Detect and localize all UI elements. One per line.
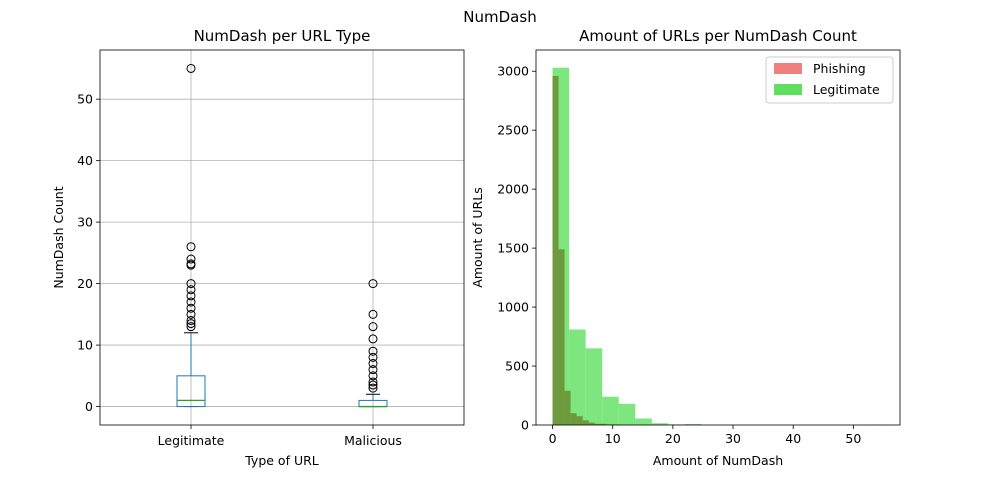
histogram-y-tick-label: 500 xyxy=(505,359,529,374)
histogram-bar-legitimate xyxy=(651,423,669,425)
box-outlier-malicious xyxy=(368,279,378,289)
histogram-bar-overlap xyxy=(582,420,589,425)
histogram-frame xyxy=(535,49,901,426)
box-plot-y-ticks: 0 10 20 30 40 50 xyxy=(77,92,100,414)
histogram-x-tick-label: 20 xyxy=(665,431,681,446)
box-plot-y-tick-label: 30 xyxy=(77,215,93,230)
legend-label-legitimate: Legitimate xyxy=(813,82,880,97)
box-outlier-malicious xyxy=(368,380,378,390)
histogram-bar-overlap xyxy=(558,249,565,425)
histogram-bar-overlap xyxy=(594,423,601,425)
box-outlier-malicious xyxy=(368,334,378,344)
histogram-y-tick-label: 0 xyxy=(521,418,529,433)
box-plot-y-label: NumDash Count xyxy=(51,186,66,288)
box-outlier-legitimate xyxy=(186,303,196,313)
box-outlier-malicious xyxy=(368,346,378,356)
box-plot-y-tick-label: 40 xyxy=(77,153,93,168)
histogram-bar-legitimate xyxy=(635,418,652,425)
box-plot-frame xyxy=(99,49,465,426)
box-outlier-legitimate xyxy=(186,279,196,289)
histogram-x-tick-label: 0 xyxy=(549,431,557,446)
box-outlier-malicious xyxy=(368,365,378,375)
legend-swatch-phishing xyxy=(774,63,802,74)
box-outlier-malicious xyxy=(368,371,378,381)
histogram-bar-overlap xyxy=(600,423,607,425)
histogram-bar-overlap xyxy=(576,416,583,425)
box-outlier-legitimate xyxy=(186,259,196,269)
box-outlier-malicious xyxy=(368,377,378,387)
histogram-x-tick-label: 50 xyxy=(845,431,861,446)
box-outlier-legitimate xyxy=(186,291,196,301)
box-outlier-legitimate xyxy=(186,254,196,264)
histogram-x-ticks: 0 10 20 30 40 50 xyxy=(549,425,861,446)
histogram-bar-legitimate xyxy=(602,396,619,425)
box-plot-x-label: Type of URL xyxy=(244,453,319,468)
box-plot-y-tick-label: 50 xyxy=(77,92,93,107)
box-plot-chart: NumDash per URL Type 0 10 20 30 40 50 Legitim… xyxy=(51,27,465,468)
box-outlier-malicious xyxy=(368,352,378,362)
histogram-x-tick-label: 30 xyxy=(725,431,741,446)
box-outlier-malicious xyxy=(368,309,378,319)
histogram-x-label: Amount of NumDash xyxy=(653,453,783,468)
histogram-bar-legitimate xyxy=(618,403,636,425)
histogram-title: Amount of URLs per NumDash Count xyxy=(579,27,857,45)
histogram-y-tick-label: 1500 xyxy=(497,241,529,256)
box-outlier-legitimate xyxy=(186,297,196,307)
histogram-y-tick-label: 1000 xyxy=(497,300,529,315)
legend-label-phishing: Phishing xyxy=(813,61,866,76)
histogram-bars xyxy=(552,67,884,426)
box-plot-marks xyxy=(176,63,388,408)
box-outlier-legitimate xyxy=(186,319,196,329)
histogram-bar-legitimate xyxy=(585,348,603,425)
histogram-x-tick-label: 10 xyxy=(605,431,621,446)
histogram-y-tick-label: 3000 xyxy=(497,64,529,79)
histogram-y-ticks: 0 500 1000 1500 2000 2500 3000 xyxy=(497,64,536,433)
histogram-chart: Amount of URLs per NumDash Count 0500100… xyxy=(470,27,901,468)
histogram-bar-overlap xyxy=(564,390,571,425)
box-iqr-legitimate xyxy=(176,375,206,408)
figure-title: NumDash xyxy=(463,8,536,26)
box-outlier-legitimate xyxy=(186,309,196,319)
box-outlier-legitimate xyxy=(186,285,196,295)
legend-swatch-legitimate xyxy=(774,84,802,95)
histogram-bar-legitimate xyxy=(569,329,586,425)
box-plot-x-ticks: Legitimate Malicious xyxy=(158,425,402,448)
histogram-x-tick-label: 40 xyxy=(785,431,801,446)
histogram-bar-legitimate xyxy=(684,424,702,425)
histogram-y-tick-label: 2000 xyxy=(497,182,529,197)
box-outlier-malicious xyxy=(368,359,378,369)
histogram-bar-overlap xyxy=(552,75,559,426)
box-plot-title: NumDash per URL Type xyxy=(194,27,371,45)
box-outlier-malicious xyxy=(368,383,378,393)
box-plot-x-tick-label: Malicious xyxy=(344,433,402,448)
box-outlier-malicious xyxy=(368,322,378,332)
box-outlier-legitimate xyxy=(186,242,196,252)
box-plot-grid xyxy=(100,50,464,425)
box-plot-y-tick-label: 20 xyxy=(77,276,93,291)
histogram-legend: Phishing Legitimate xyxy=(765,56,894,104)
histogram-y-label: Amount of URLs xyxy=(470,187,485,287)
box-plot-y-tick-label: 10 xyxy=(77,338,93,353)
box-plot-y-tick-label: 0 xyxy=(85,399,93,414)
box-outlier-legitimate xyxy=(186,322,196,332)
box-outlier-legitimate xyxy=(186,63,196,73)
box-plot-x-tick-label: Legitimate xyxy=(158,433,225,448)
histogram-bar-overlap xyxy=(570,413,577,425)
histogram-bar-overlap xyxy=(588,422,595,425)
histogram-y-tick-label: 2500 xyxy=(497,123,529,138)
box-outlier-legitimate xyxy=(186,315,196,325)
